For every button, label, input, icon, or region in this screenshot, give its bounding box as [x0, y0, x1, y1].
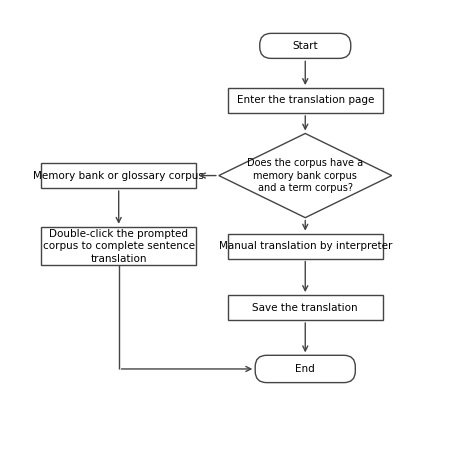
Text: Memory bank or glossary corpus: Memory bank or glossary corpus: [33, 171, 204, 181]
FancyBboxPatch shape: [41, 227, 196, 265]
Text: Save the translation: Save the translation: [253, 302, 358, 312]
FancyBboxPatch shape: [228, 234, 383, 259]
Text: End: End: [295, 364, 315, 374]
Polygon shape: [219, 134, 392, 218]
FancyBboxPatch shape: [228, 295, 383, 320]
FancyBboxPatch shape: [228, 88, 383, 113]
FancyBboxPatch shape: [41, 163, 196, 188]
FancyBboxPatch shape: [260, 33, 351, 58]
Text: Start: Start: [292, 41, 318, 51]
Text: Double-click the prompted
corpus to complete sentence
translation: Double-click the prompted corpus to comp…: [43, 228, 195, 264]
Text: Manual translation by interpreter: Manual translation by interpreter: [219, 241, 392, 251]
Text: Does the corpus have a
memory bank corpus
and a term corpus?: Does the corpus have a memory bank corpu…: [247, 158, 363, 193]
FancyBboxPatch shape: [255, 356, 356, 383]
Text: Enter the translation page: Enter the translation page: [237, 95, 374, 106]
